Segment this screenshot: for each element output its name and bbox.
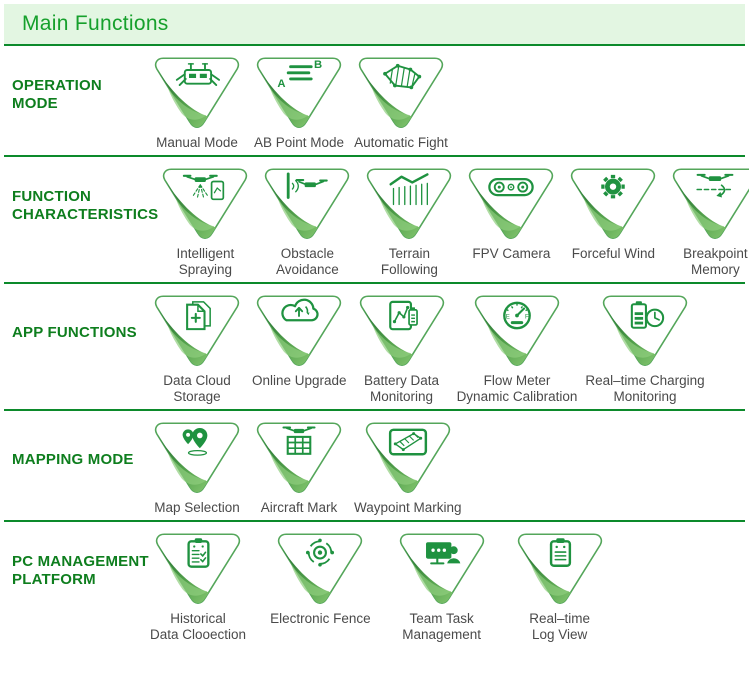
svg-text:F: F — [525, 313, 529, 320]
section-items: Map Selection Aircraft Mark Waypoint Marki… — [150, 419, 745, 516]
feature-item: Obstacle Avoidance — [260, 165, 354, 278]
fan-blade-icon — [566, 165, 660, 244]
feature-item: FPV Camera — [464, 165, 558, 262]
feature-item: A B AB Point Mode — [252, 54, 346, 151]
breakpoint-return-icon — [668, 165, 749, 244]
feature-label: Online Upgrade — [252, 373, 347, 388]
spraying-drone-icon — [158, 165, 252, 244]
feature-label: Automatic Fight — [354, 135, 448, 150]
section-label: MAPPING MODE — [12, 451, 134, 469]
section-items: Historical Data Clooection Electronic Fen… — [150, 530, 745, 643]
feature-label: Forceful Wind — [571, 246, 655, 261]
feature-item: Aircraft Mark — [252, 419, 346, 516]
drone-grid-icon — [252, 419, 346, 498]
electronic-fence-icon — [273, 530, 367, 609]
feature-item: Real–time Charging Monitoring — [585, 292, 705, 405]
svg-text:A: A — [277, 78, 285, 90]
feature-item: Online Upgrade — [252, 292, 347, 389]
page-title: Main Functions — [22, 12, 169, 35]
feature-item: Automatic Fight — [354, 54, 448, 151]
fpv-camera-icon — [464, 165, 558, 244]
feature-item: Forceful Wind — [566, 165, 660, 262]
waypoint-tablet-icon — [361, 419, 455, 498]
section-label: OPERATION MODE — [12, 77, 102, 112]
section-row: PC MANAGEMENT PLATFORM Historical Data Cl… — [4, 522, 745, 647]
svg-text:E: E — [506, 313, 510, 320]
feature-label: Historical Data Clooection — [150, 611, 247, 642]
feature-label: Battery Data Monitoring — [364, 373, 440, 404]
feature-label: Real–time Log View — [529, 611, 590, 642]
feature-label: Terrain Following — [380, 246, 438, 277]
feature-item: Historical Data Clooection — [150, 530, 246, 643]
feature-label: AB Point Mode — [253, 135, 345, 150]
feature-label: FPV Camera — [472, 246, 551, 261]
feature-label: Real–time Charging Monitoring — [585, 373, 705, 404]
feature-item: E F Flow Meter Dynamic Calibration — [456, 292, 578, 405]
section-items: Intelligent Spraying Obstacle Avoidance Te… — [158, 165, 749, 278]
feature-item: Electronic Fence — [270, 530, 371, 627]
feature-label: Waypoint Marking — [354, 500, 462, 515]
section-items: Data Cloud Storage Online Upgrade Battery … — [150, 292, 745, 405]
section-label: PC MANAGEMENT PLATFORM — [12, 553, 149, 588]
feature-label: Breakpoint Memory — [683, 246, 748, 277]
terrain-following-icon — [362, 165, 456, 244]
svg-text:B: B — [314, 59, 322, 71]
feature-label: Obstacle Avoidance — [275, 246, 339, 277]
cloud-refresh-icon — [252, 292, 346, 371]
log-clipboard-icon — [513, 530, 607, 609]
feature-item: Intelligent Spraying — [158, 165, 252, 278]
feature-label: Flow Meter Dynamic Calibration — [456, 373, 578, 404]
feature-item: Map Selection — [150, 419, 244, 516]
section-row: MAPPING MODE Map Selection Aircraft Mark Wa… — [4, 411, 745, 522]
section-label: FUNCTION CHARACTERISTICS — [12, 188, 159, 223]
map-pin-icon — [150, 419, 244, 498]
feature-label: Team Task Management — [402, 611, 482, 642]
clipboard-checklist-icon — [151, 530, 245, 609]
battery-clock-icon — [598, 292, 692, 371]
feature-label: Intelligent Spraying — [176, 246, 235, 277]
feature-label: Map Selection — [154, 500, 240, 515]
section-row: APP FUNCTIONS Data Cloud Storage Online Up… — [4, 284, 745, 411]
page: Main Functions OPERATION MODE Manual Mode… — [0, 4, 749, 674]
battery-chart-tablet-icon — [355, 292, 449, 371]
feature-label: Data Cloud Storage — [163, 373, 231, 404]
feature-item: Real–time Log View — [513, 530, 607, 643]
feature-label: Manual Mode — [156, 135, 238, 150]
feature-item: Breakpoint Memory — [668, 165, 749, 278]
feature-item: Manual Mode — [150, 54, 244, 151]
feature-label: Electronic Fence — [270, 611, 371, 626]
document-plus-icon — [150, 292, 244, 371]
feature-label: Aircraft Mark — [260, 500, 338, 515]
remote-controller-icon — [150, 54, 244, 133]
feature-item: Data Cloud Storage — [150, 292, 244, 405]
sections-container: OPERATION MODE Manual Mode A B AB Point Mode… — [0, 46, 749, 647]
page-header: Main Functions — [4, 4, 745, 46]
feature-item: Battery Data Monitoring — [355, 292, 449, 405]
section-label: APP FUNCTIONS — [12, 324, 137, 342]
section-row: OPERATION MODE Manual Mode A B AB Point Mode… — [4, 46, 745, 157]
section-items: Manual Mode A B AB Point Mode Automatic Figh… — [150, 54, 745, 151]
team-monitor-icon — [395, 530, 489, 609]
feature-item: Terrain Following — [362, 165, 456, 278]
section-row: FUNCTION CHARACTERISTICS Intelligent Spra… — [4, 157, 749, 284]
field-polygon-icon — [354, 54, 448, 133]
feature-item: Team Task Management — [395, 530, 489, 643]
feature-item: Waypoint Marking — [354, 419, 462, 516]
obstacle-avoidance-icon — [260, 165, 354, 244]
